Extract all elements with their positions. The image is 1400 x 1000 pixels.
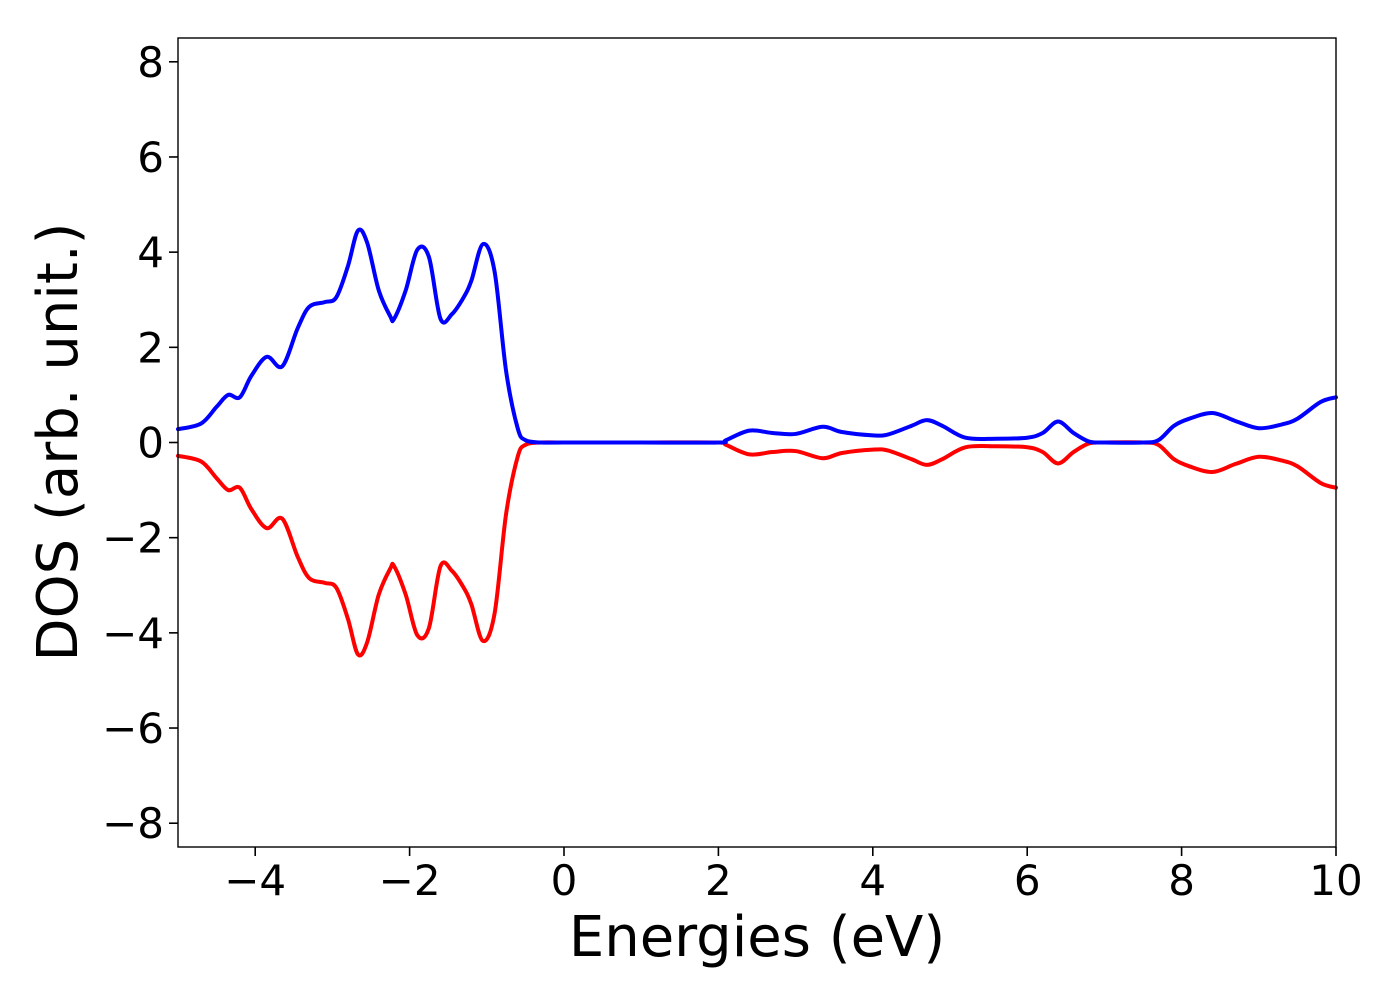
x-tick-label: −4 bbox=[224, 856, 286, 905]
plot-frame bbox=[177, 37, 1337, 848]
y-tick-label: −4 bbox=[102, 609, 164, 658]
y-tick-label: 0 bbox=[137, 419, 164, 468]
x-tick-label: 10 bbox=[1309, 856, 1362, 905]
x-tick-label: 0 bbox=[551, 856, 578, 905]
y-tick-label: −8 bbox=[102, 799, 164, 848]
x-axis: −4 −2 0 2 4 6 8 10 bbox=[224, 847, 1363, 905]
y-tick-label: −2 bbox=[102, 514, 164, 563]
series-layer bbox=[176, 227, 1338, 658]
x-tick-label: 4 bbox=[859, 856, 886, 905]
x-tick-label: 2 bbox=[705, 856, 732, 905]
y-axis-label: DOS (arb. unit.) bbox=[26, 222, 91, 661]
series-line-positive bbox=[176, 227, 1338, 445]
x-tick-label: 6 bbox=[1014, 856, 1041, 905]
y-tick-label: 6 bbox=[137, 133, 164, 182]
y-axis: 8 6 4 2 0 −2 −4 −6 −8 bbox=[102, 38, 178, 848]
series-line-negative bbox=[176, 440, 1338, 658]
x-tick-label: −2 bbox=[379, 856, 441, 905]
y-tick-label: −6 bbox=[102, 704, 164, 753]
y-tick-label: 2 bbox=[137, 323, 164, 372]
y-tick-label: 8 bbox=[137, 38, 164, 87]
x-tick-label: 8 bbox=[1168, 856, 1195, 905]
y-tick-label: 4 bbox=[137, 228, 164, 277]
x-axis-label: Energies (eV) bbox=[569, 905, 945, 970]
